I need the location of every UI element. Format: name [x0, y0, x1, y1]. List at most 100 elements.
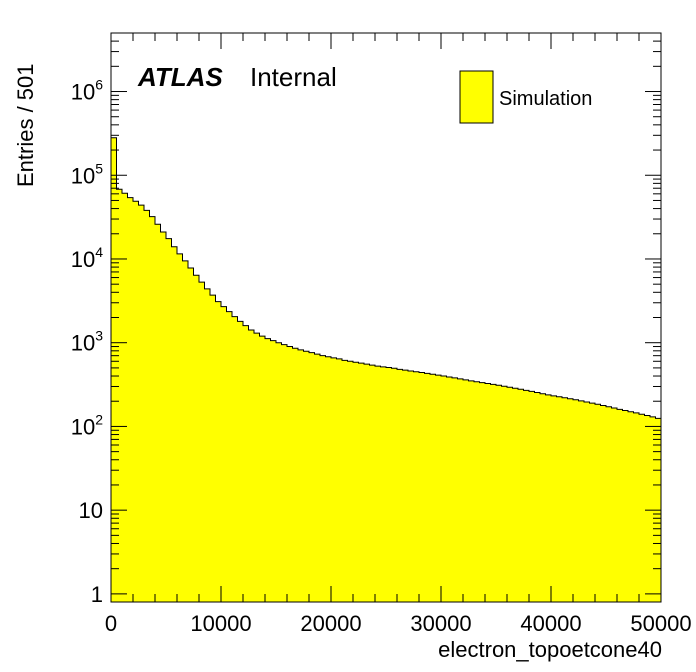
histogram-bin — [556, 396, 563, 602]
histogram-bin — [529, 391, 535, 602]
histogram-bin — [562, 397, 568, 602]
histogram-bin — [633, 412, 640, 602]
histogram-bin — [435, 375, 442, 602]
y-tick-label: 1 — [91, 582, 103, 607]
histogram-bin — [336, 358, 343, 602]
histogram-bin — [353, 362, 359, 602]
y-axis-title: Entries / 501 — [13, 63, 38, 187]
histogram-bin — [226, 311, 233, 602]
histogram-bin — [133, 201, 139, 602]
histogram-bin — [589, 403, 596, 602]
histogram-bin — [441, 376, 447, 602]
histogram-bin — [298, 349, 304, 602]
histogram-bin — [188, 268, 194, 602]
x-tick-label: 10000 — [190, 611, 251, 636]
x-tick-label: 0 — [105, 611, 117, 636]
histogram-bin — [639, 414, 645, 602]
histogram-bin — [210, 295, 216, 602]
histogram-bin — [424, 373, 431, 602]
y-tick-label: 10 — [79, 498, 103, 523]
histogram-bin — [325, 356, 332, 602]
y-tick-label: 106 — [71, 77, 103, 105]
histogram-bin — [144, 210, 150, 603]
histogram-bin — [331, 357, 337, 602]
histogram-bin — [122, 193, 128, 602]
histogram-bin — [199, 282, 205, 602]
histogram-bin — [369, 365, 376, 602]
histogram-bin — [606, 406, 612, 602]
histogram-bin — [650, 416, 656, 602]
histogram-bin — [281, 344, 288, 602]
histogram-bin — [430, 374, 436, 602]
histogram-bin — [232, 316, 238, 602]
internal-label: Internal — [250, 62, 337, 92]
histogram-bin — [397, 369, 403, 602]
histogram-bin — [452, 377, 458, 602]
histogram-bin — [160, 231, 167, 603]
x-tick-label: 40000 — [520, 611, 581, 636]
histogram-bin — [578, 400, 585, 602]
histogram-bin — [496, 385, 502, 602]
histogram-bin — [501, 386, 508, 602]
histogram-bin — [303, 351, 310, 602]
histogram-bin — [237, 321, 244, 602]
histogram-bin — [358, 363, 365, 602]
histogram-bin — [584, 401, 590, 602]
histogram-bin — [611, 408, 618, 602]
y-tick-label: 103 — [71, 328, 103, 356]
histogram-bin — [644, 415, 651, 602]
histogram-bin — [490, 384, 497, 602]
histogram-bin — [248, 329, 255, 602]
histogram-bin — [171, 246, 178, 602]
histogram-bin — [567, 398, 574, 602]
histogram-bin — [600, 405, 607, 602]
histogram-bin — [551, 395, 557, 602]
histogram-bin — [320, 355, 326, 602]
y-tick-label: 104 — [71, 244, 103, 272]
legend-swatch — [459, 70, 494, 124]
histogram-bin — [309, 352, 315, 602]
histogram-bin — [413, 371, 420, 602]
histogram-bin — [479, 382, 486, 602]
histogram-bin — [518, 389, 524, 602]
histogram-bin — [523, 390, 530, 602]
histogram-bin — [512, 388, 519, 602]
y-tick-label: 102 — [71, 411, 103, 439]
histogram-bin — [534, 392, 541, 602]
histogram-bin — [386, 367, 392, 602]
histogram-bin — [204, 288, 211, 602]
histogram-bin — [149, 216, 156, 602]
histogram-bin — [243, 325, 249, 602]
histogram-bin — [485, 383, 491, 602]
histogram-bin — [474, 381, 480, 602]
x-tick-label: 20000 — [300, 611, 361, 636]
histogram-bin — [347, 361, 354, 602]
histogram-bin — [221, 306, 227, 602]
histogram-bin — [292, 348, 299, 602]
histogram-bin — [595, 404, 601, 602]
histogram-bin — [507, 387, 513, 602]
histogram-bin — [193, 275, 200, 602]
histogram-bin — [177, 253, 183, 602]
axis-ticks — [110, 32, 662, 602]
histogram-bin — [111, 137, 117, 602]
histogram-bin — [155, 224, 161, 602]
histogram-bin — [259, 336, 266, 602]
histogram-bin — [573, 399, 579, 602]
histogram-bin — [408, 370, 414, 602]
histogram-bin — [402, 370, 409, 602]
histogram-bin — [314, 354, 321, 602]
histogram-outline — [110, 137, 662, 602]
x-axis-title: electron_topoetcone40 — [438, 637, 662, 662]
histogram-bin — [127, 197, 134, 602]
x-tick-label: 50000 — [630, 611, 691, 636]
histogram-bin — [166, 238, 172, 603]
histogram-bin — [287, 346, 293, 602]
tick-labels: 0 10000 20000 30000 40000 50000 1 10 102 103 104 10… — [71, 77, 692, 636]
legend-label: Simulation — [499, 88, 592, 110]
atlas-label: ATLAS — [137, 62, 223, 92]
histogram-bin — [342, 360, 348, 602]
histogram-bin — [138, 205, 145, 602]
histogram-bin — [463, 379, 469, 602]
